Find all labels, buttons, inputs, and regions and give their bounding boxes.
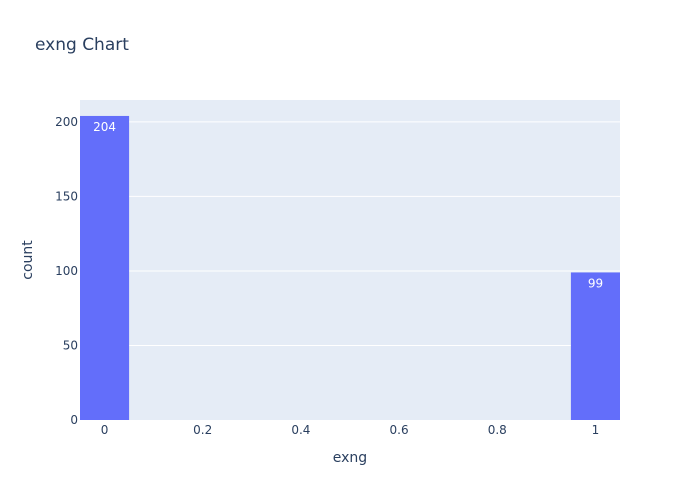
y-tick-label: 50	[63, 338, 78, 352]
x-tick-label: 0	[101, 423, 109, 437]
gridlines	[80, 121, 620, 346]
x-tick-label: 0.8	[488, 423, 507, 437]
y-axis-ticks: 0 50 100 150 200	[55, 115, 78, 427]
bar	[80, 115, 130, 420]
bar-value-label: 99	[588, 276, 603, 290]
y-tick-label: 100	[55, 264, 78, 278]
x-tick-label: 0.4	[291, 423, 310, 437]
x-tick-label: 0.2	[193, 423, 212, 437]
y-axis-label: count	[20, 240, 36, 280]
x-axis-ticks: 0 0.2 0.4 0.6 0.8 1	[101, 423, 600, 437]
chart-title: exng Chart	[35, 35, 129, 55]
y-tick-label: 150	[55, 189, 78, 203]
x-tick-label: 0.6	[390, 423, 409, 437]
y-tick-label: 0	[70, 413, 78, 427]
x-axis-label: exng	[333, 450, 367, 466]
bar-value-label: 204	[93, 120, 116, 134]
bars: 204 99	[80, 115, 620, 420]
x-tick-label: 1	[592, 423, 600, 437]
y-tick-label: 200	[55, 115, 78, 129]
bar	[570, 272, 620, 420]
plot-background	[80, 100, 620, 420]
